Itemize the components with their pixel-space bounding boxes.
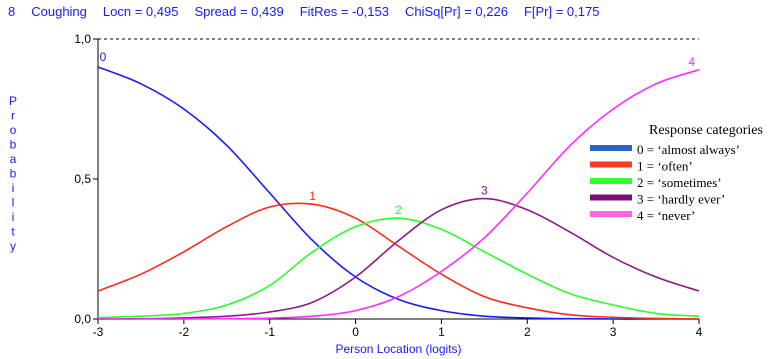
- x-tick-label: -3: [93, 325, 104, 339]
- curve-label-1: 1: [309, 189, 316, 203]
- curve-label-0: 0: [100, 50, 107, 64]
- item-name: Coughing: [31, 4, 87, 19]
- legend: Response categories 0 = ‘almost always’ 1 …: [590, 123, 763, 223]
- x-tick-label: 2: [524, 325, 531, 339]
- y-tick-label: 1,0: [74, 32, 91, 46]
- series-line-0: [97, 66, 699, 320]
- x-axis-title: Person Location (logits): [335, 342, 461, 356]
- y-tick-label: 0,5: [74, 172, 91, 186]
- f-stat: F[Pr] = 0,175: [523, 4, 600, 19]
- curve-label-2: 2: [395, 203, 402, 217]
- fit-residual-stat: FitRes = -0,153: [299, 4, 389, 19]
- legend-swatch-1: [590, 161, 632, 168]
- series-line-1: [97, 202, 700, 320]
- series-line-4: [97, 69, 700, 320]
- legend-label-0: 0 = ‘almost always’: [637, 142, 740, 157]
- legend-swatch-2: [590, 178, 632, 184]
- legend-swatch-4: [590, 211, 632, 217]
- item-number: 8: [8, 4, 16, 19]
- legend-title: Response categories: [649, 123, 763, 138]
- x-tick-label: 4: [696, 325, 703, 339]
- x-tick-label: -2: [179, 325, 190, 339]
- legend-swatch-3: [590, 194, 632, 201]
- curve-labels: 0 1 2 3 4: [100, 50, 696, 217]
- curve-label-4: 4: [688, 55, 695, 69]
- location-stat: Locn = 0,495: [102, 4, 179, 19]
- legend-label-4: 4 = ‘never’: [637, 208, 695, 223]
- y-tick-label: 0,0: [74, 312, 91, 326]
- series-line-3: [97, 197, 700, 320]
- axes: -3 -2 -1 0 1 2 3 4 0,0 0,5 1,0 Person Location (log…: [9, 32, 703, 356]
- x-tick-label: 0: [352, 325, 359, 339]
- curve-label-3: 3: [481, 184, 488, 198]
- chart-header: 8 Coughing Locn = 0,495 Spread = 0,439 FitRe…: [8, 4, 615, 19]
- legend-label-1: 1 = ‘often’: [637, 159, 693, 174]
- legend-label-2: 2 = ‘sometimes’: [637, 175, 722, 190]
- series-line-2: [97, 217, 700, 319]
- x-tick-label: 3: [610, 325, 617, 339]
- spread-stat: Spread = 0,439: [194, 4, 284, 19]
- x-tick-label: -1: [264, 325, 275, 339]
- x-tick-label: 1: [438, 325, 445, 339]
- legend-swatch-0: [590, 145, 632, 151]
- probability-curves: [97, 66, 700, 320]
- chi-square-stat: ChiSq[Pr] = 0,226: [404, 4, 508, 19]
- legend-label-3: 3 = ‘hardly ever’: [637, 192, 725, 207]
